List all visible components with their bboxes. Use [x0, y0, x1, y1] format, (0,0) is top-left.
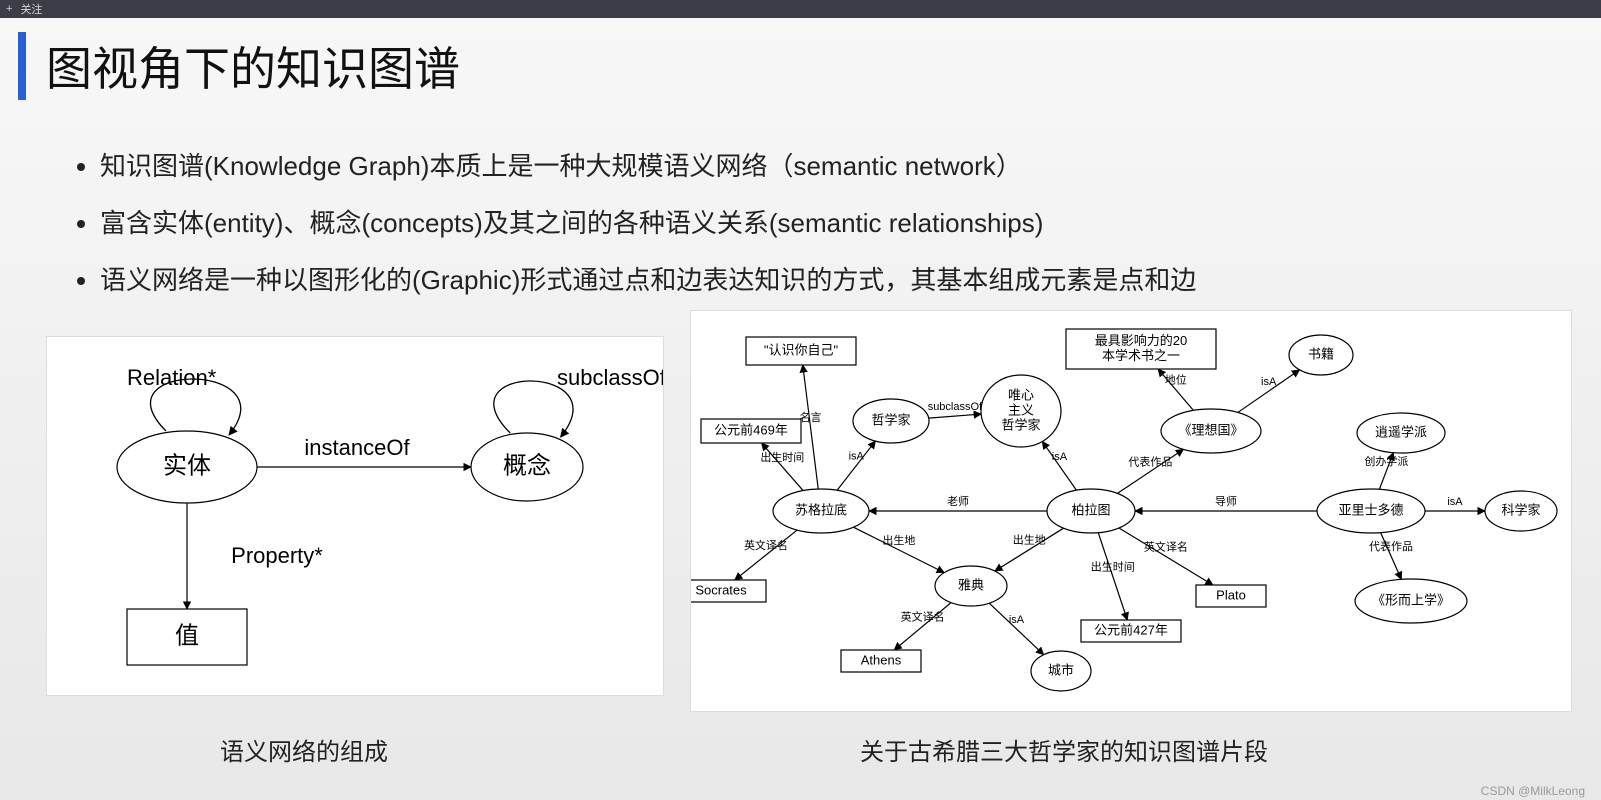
svg-text:柏拉图: 柏拉图	[1071, 502, 1110, 517]
svg-text:唯心: 唯心	[1008, 387, 1034, 402]
follow-link[interactable]: 关注	[20, 1, 42, 17]
svg-text:出生时间: 出生时间	[760, 450, 804, 464]
svg-text:创办学派: 创办学派	[1364, 454, 1408, 468]
svg-text:地位: 地位	[1165, 373, 1187, 387]
svg-text:名言: 名言	[800, 410, 822, 424]
svg-text:英文译名: 英文译名	[901, 609, 945, 623]
svg-text:Relation*: Relation*	[127, 365, 217, 390]
left-caption: 语义网络的组成	[220, 732, 388, 767]
svg-text:subclassOf: subclassOf	[928, 401, 983, 413]
svg-text:《理想国》: 《理想国》	[1178, 422, 1243, 437]
svg-text:代表作品: 代表作品	[1128, 454, 1172, 468]
svg-text:英文译名: 英文译名	[1144, 539, 1188, 553]
left-diagram-svg: instanceOf Property* Relation* subclassOf 实体…	[47, 337, 663, 695]
bullet-list: 知识图谱(Knowledge Graph)本质上是一种大规模语义网络（seman…	[60, 146, 1561, 317]
svg-text:逍遥学派: 逍遥学派	[1375, 424, 1427, 439]
svg-text:isA: isA	[1261, 376, 1277, 388]
svg-text:本学术书之一: 本学术书之一	[1102, 348, 1180, 363]
right-diagram-svg: 名言出生时间isAsubclassOf英文译名出生地英文译名isA老师isA出生…	[691, 311, 1571, 711]
svg-text:最具影响力的20: 最具影响力的20	[1095, 333, 1187, 348]
svg-text:代表作品: 代表作品	[1369, 539, 1413, 553]
svg-text:Property*: Property*	[231, 543, 323, 568]
top-bar: + 关注	[0, 0, 1601, 18]
svg-text:《形而上学》: 《形而上学》	[1372, 592, 1450, 607]
svg-text:亚里士多德: 亚里士多德	[1338, 502, 1403, 517]
svg-text:老师: 老师	[947, 495, 969, 508]
left-diagram-panel: instanceOf Property* Relation* subclassOf 实体…	[46, 336, 664, 696]
svg-text:出生时间: 出生时间	[1091, 559, 1135, 573]
svg-text:英文译名: 英文译名	[744, 538, 788, 552]
svg-text:isA: isA	[1447, 496, 1463, 508]
svg-text:Socrates: Socrates	[695, 582, 747, 597]
svg-text:主义: 主义	[1008, 402, 1034, 417]
watermark: CSDN @MilkLeong	[1481, 784, 1585, 798]
bullet-item: 知识图谱(Knowledge Graph)本质上是一种大规模语义网络（seman…	[100, 146, 1561, 183]
svg-text:公元前469年: 公元前469年	[714, 422, 788, 437]
svg-text:Plato: Plato	[1216, 587, 1246, 602]
svg-text:公元前427年: 公元前427年	[1094, 622, 1168, 637]
svg-text:实体: 实体	[163, 452, 211, 479]
svg-text:isA: isA	[849, 451, 865, 463]
svg-text:isA: isA	[1052, 451, 1068, 463]
plus-icon[interactable]: +	[6, 3, 12, 15]
svg-text:科学家: 科学家	[1501, 502, 1540, 517]
right-diagram-panel: 名言出生时间isAsubclassOf英文译名出生地英文译名isA老师isA出生…	[690, 310, 1572, 712]
svg-text:出生地: 出生地	[882, 533, 915, 547]
title-accent-bar	[18, 32, 26, 100]
svg-text:雅典: 雅典	[958, 577, 984, 592]
svg-text:instanceOf: instanceOf	[304, 435, 410, 460]
page-title: 图视角下的知识图谱	[46, 33, 460, 99]
svg-text:出生地: 出生地	[1013, 533, 1046, 547]
svg-text:值: 值	[175, 622, 199, 649]
bullet-item: 语义网络是一种以图形化的(Graphic)形式通过点和边表达知识的方式，其基本组…	[100, 260, 1561, 297]
bullet-item: 富含实体(entity)、概念(concepts)及其之间的各种语义关系(sem…	[100, 203, 1561, 240]
page-title-wrap: 图视角下的知识图谱	[18, 32, 460, 100]
svg-text:苏格拉底: 苏格拉底	[795, 502, 847, 517]
svg-text:概念: 概念	[503, 452, 551, 479]
svg-text:哲学家: 哲学家	[1001, 417, 1040, 432]
svg-text:Athens: Athens	[861, 652, 902, 667]
right-caption: 关于古希腊三大哲学家的知识图谱片段	[860, 732, 1268, 767]
svg-text:哲学家: 哲学家	[871, 412, 910, 427]
svg-text:isA: isA	[1009, 614, 1025, 626]
svg-text:subclassOf: subclassOf	[557, 365, 663, 390]
svg-text:"认识你自己": "认识你自己"	[764, 342, 839, 357]
svg-text:书籍: 书籍	[1308, 346, 1334, 361]
svg-text:导师: 导师	[1215, 495, 1237, 508]
svg-text:城市: 城市	[1048, 662, 1074, 677]
